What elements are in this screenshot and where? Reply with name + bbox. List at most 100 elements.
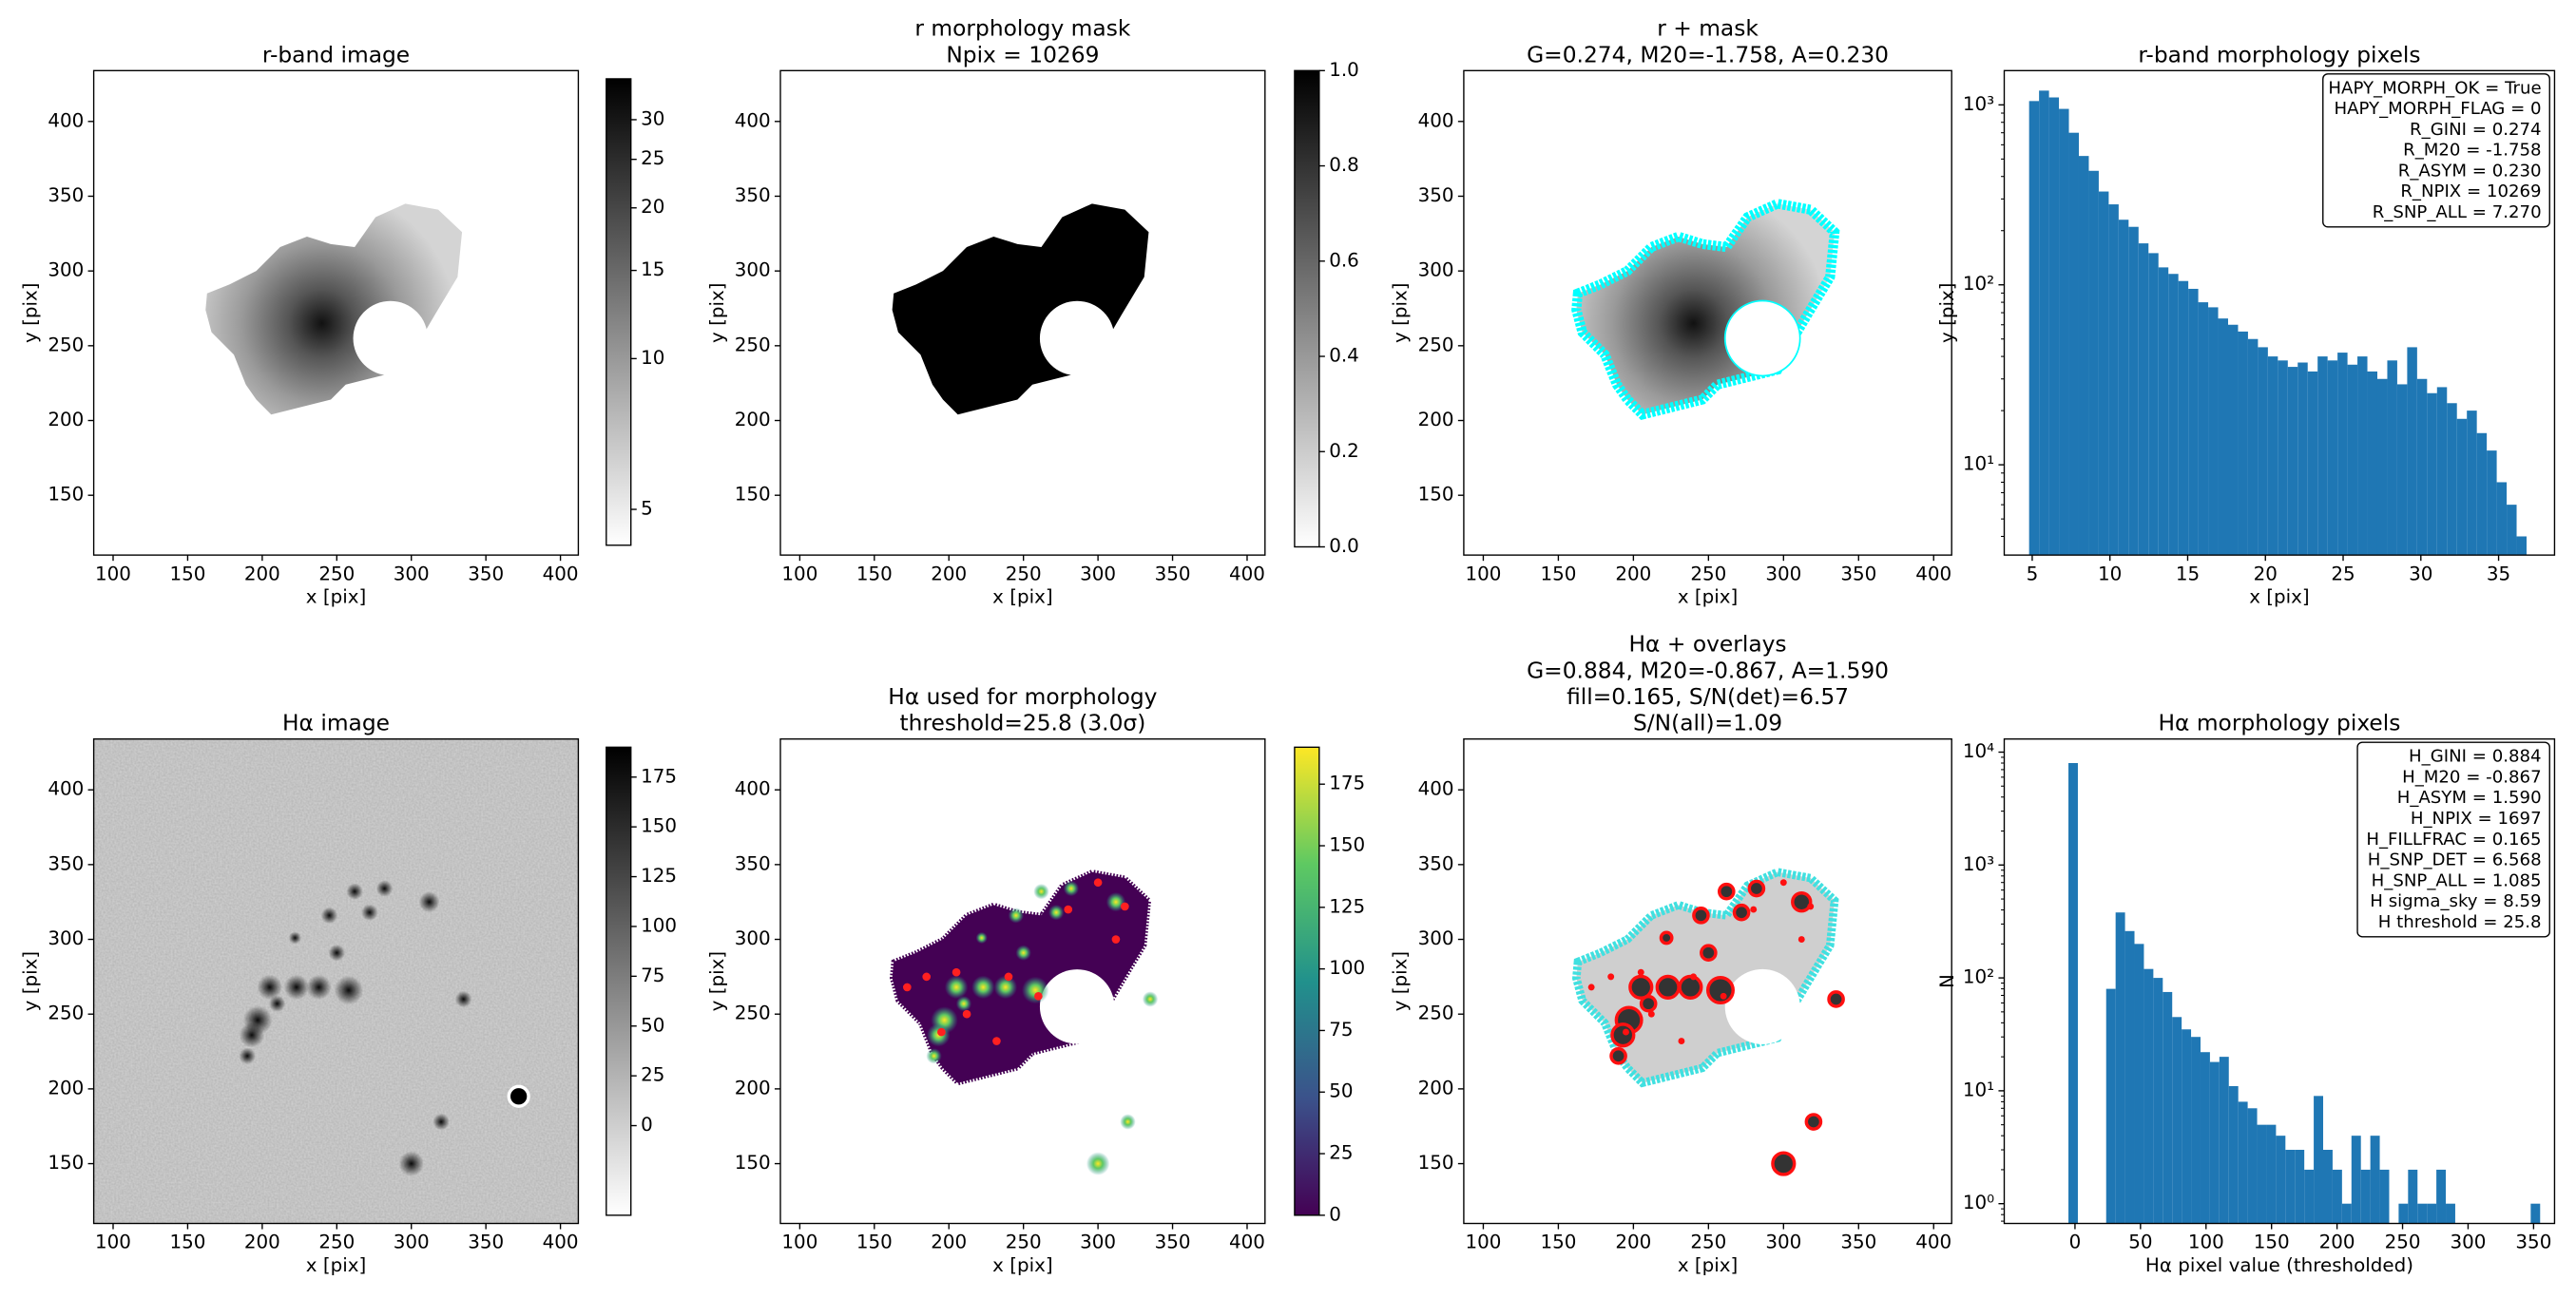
axes-frame xyxy=(92,69,580,556)
x-tick-label: 150 xyxy=(1540,1232,1576,1253)
y-tick-label: 250 xyxy=(735,1003,771,1024)
bar xyxy=(2307,371,2318,556)
bar xyxy=(2028,101,2040,556)
bar xyxy=(2068,132,2079,556)
y-tick-label: 300 xyxy=(735,259,771,281)
detection-contour xyxy=(1678,974,1703,1000)
chart-title: G=0.884, M20=-0.867, A=1.590 xyxy=(1527,657,1889,683)
stat-text: HAPY_MORPH_OK = True xyxy=(2328,78,2541,98)
y-axis-label: y [pix] xyxy=(706,951,728,1011)
x-tick-label: 100 xyxy=(95,1232,131,1253)
x-tick-label: 50 xyxy=(2128,1232,2152,1253)
bar xyxy=(2337,353,2348,556)
chart-title: fill=0.165, S/N(det)=6.57 xyxy=(1567,683,1849,710)
plot-area xyxy=(1571,198,1840,420)
emission-spot xyxy=(1063,880,1080,897)
detection-contour xyxy=(1827,990,1845,1008)
bar xyxy=(2436,387,2448,556)
bar xyxy=(2191,1037,2201,1224)
detection-contour xyxy=(1609,1046,1627,1065)
bar xyxy=(2068,763,2078,1224)
bar xyxy=(2351,1136,2361,1224)
x-tick-label: 20 xyxy=(2254,563,2278,584)
threshold-marker xyxy=(1121,902,1129,911)
bar xyxy=(2314,1096,2324,1224)
colorbar-tick-label: 0.2 xyxy=(1329,440,1359,462)
bar xyxy=(2105,988,2116,1224)
bar xyxy=(2200,1052,2210,1224)
x-tick-label: 150 xyxy=(856,563,893,584)
stat-text: H_SNP_ALL = 1.085 xyxy=(2372,870,2542,890)
x-tick-label: 35 xyxy=(2487,563,2510,584)
x-tick-label: 250 xyxy=(1006,1232,1042,1253)
detection-pixel xyxy=(1587,984,1595,991)
plot-area xyxy=(2068,763,2541,1224)
x-tick-label: 200 xyxy=(1615,1232,1651,1253)
detection-contour xyxy=(1791,890,1813,913)
bar xyxy=(2408,1169,2418,1224)
x-axis-label: x [pix] xyxy=(992,586,1052,608)
x-tick-label: 25 xyxy=(2331,563,2355,584)
bar xyxy=(2285,1150,2296,1224)
bar xyxy=(2198,302,2209,556)
y-tick-label: 350 xyxy=(735,852,771,874)
threshold-marker xyxy=(952,967,961,977)
axes-frame xyxy=(779,737,1266,1225)
y-axis-label: N xyxy=(1936,974,1958,988)
colorbar-tick-label: 1.0 xyxy=(1329,59,1359,81)
emission-spot xyxy=(239,1022,265,1048)
bar xyxy=(2379,1169,2390,1224)
y-tick-label: 300 xyxy=(735,927,771,949)
axes-frame xyxy=(1463,737,1952,1225)
x-tick-label: 100 xyxy=(95,563,131,584)
bar xyxy=(2172,1017,2182,1224)
emission-spot xyxy=(1048,905,1065,921)
stat-text: H_GINI = 0.884 xyxy=(2409,747,2542,767)
galaxy xyxy=(205,203,463,415)
y-tick-label: 200 xyxy=(48,409,84,430)
x-tick-label: 300 xyxy=(1080,563,1116,584)
stat-text: H sigma_sky = 8.59 xyxy=(2370,891,2541,911)
masked-region xyxy=(1039,969,1115,1044)
panel: 100 150 200 250 300 350 400150200250300350400x… xyxy=(19,710,677,1276)
threshold-marker xyxy=(903,983,912,992)
bar xyxy=(2278,360,2288,556)
stat-text: HAPY_MORPH_FLAG = 0 xyxy=(2334,99,2541,119)
emission-spot xyxy=(361,904,378,921)
stat-text: H_FILLFRAC = 0.165 xyxy=(2366,830,2541,850)
bar xyxy=(2332,1169,2342,1224)
bar xyxy=(2115,912,2125,1224)
y-tick-label: 300 xyxy=(1418,927,1454,949)
y-tick-label: 300 xyxy=(1418,259,1454,281)
colorbar-tick-label: 150 xyxy=(641,815,677,837)
detection-contour xyxy=(1655,974,1681,1000)
bar xyxy=(2360,1169,2371,1224)
x-tick-label: 10 xyxy=(2098,563,2122,584)
colorbar-tick-label: 0.6 xyxy=(1329,249,1359,271)
y-tick-label: 10³ xyxy=(1963,853,1994,875)
x-tick-label: 350 xyxy=(1155,1232,1191,1253)
y-tick-label: 150 xyxy=(48,1152,84,1174)
bar xyxy=(2178,280,2189,556)
y-tick-label: 150 xyxy=(735,1152,771,1174)
bar xyxy=(2257,1124,2267,1224)
detection-contour xyxy=(1717,882,1736,901)
y-tick-label: 150 xyxy=(1418,484,1454,506)
y-tick-label: 300 xyxy=(48,927,84,949)
emission-spot xyxy=(257,974,282,1001)
detection-pixel xyxy=(1647,1010,1655,1018)
y-tick-label: 250 xyxy=(48,334,84,355)
x-tick-label: 200 xyxy=(2319,1232,2355,1253)
detection-contour xyxy=(1692,907,1710,925)
legend-box xyxy=(2356,741,2550,938)
y-axis-label: y [pix] xyxy=(19,282,41,342)
y-tick-label: 200 xyxy=(735,409,771,430)
colorbar-tick-label: 50 xyxy=(641,1014,664,1036)
y-tick-label: 150 xyxy=(48,484,84,506)
detection-pixel xyxy=(1797,936,1805,943)
bar xyxy=(2238,1101,2248,1224)
emission-spot xyxy=(971,975,995,1000)
x-axis-label: Hα pixel value (thresholded) xyxy=(2145,1254,2413,1276)
colorbar-tick-label: 25 xyxy=(641,147,664,169)
